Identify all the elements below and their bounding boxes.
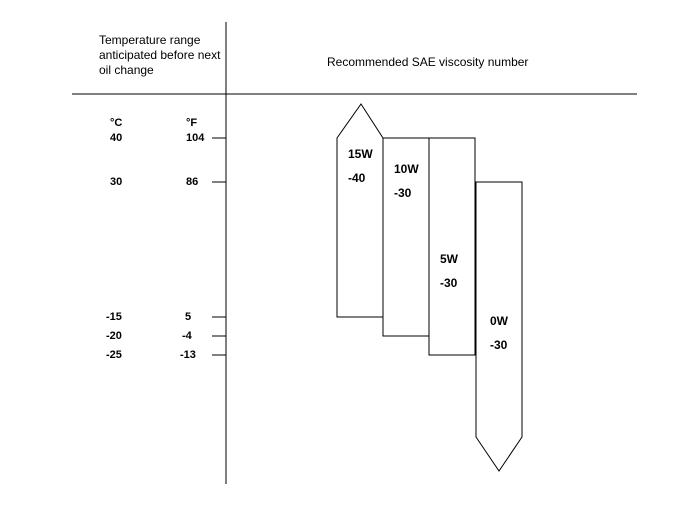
- celsius-value: 30: [110, 176, 123, 188]
- grade-15w-suffix: -40: [348, 171, 366, 185]
- grade-10w-suffix: -30: [394, 186, 412, 200]
- grade-0w-label: 0W: [490, 314, 508, 328]
- celsius-value: -15: [106, 311, 122, 323]
- celsius-unit-label: °C: [110, 117, 123, 129]
- temperature-range-title: Temperature range anticipated before nex…: [99, 33, 221, 77]
- grade-0w-suffix: -30: [490, 338, 508, 352]
- celsius-value: -25: [106, 349, 122, 361]
- fahrenheit-value: -13: [180, 349, 196, 361]
- grade-5w-label: 5W: [440, 252, 458, 266]
- fahrenheit-value: 86: [186, 176, 199, 188]
- bar-0w-30: [475, 181, 523, 472]
- celsius-value: 40: [110, 132, 123, 144]
- bar-15w-40: [336, 103, 384, 318]
- fahrenheit-unit-label: °F: [186, 117, 198, 129]
- grade-15w-label: 15W: [348, 147, 373, 161]
- viscosity-title: Recommended SAE viscosity number: [327, 55, 529, 69]
- bar-5w-30: [428, 137, 476, 356]
- fahrenheit-value: 104: [186, 132, 205, 144]
- grade-10w-label: 10W: [394, 162, 419, 176]
- celsius-value: -20: [106, 330, 122, 342]
- grade-5w-suffix: -30: [440, 276, 458, 290]
- fahrenheit-value: 5: [185, 311, 192, 323]
- fahrenheit-value: -4: [182, 330, 192, 342]
